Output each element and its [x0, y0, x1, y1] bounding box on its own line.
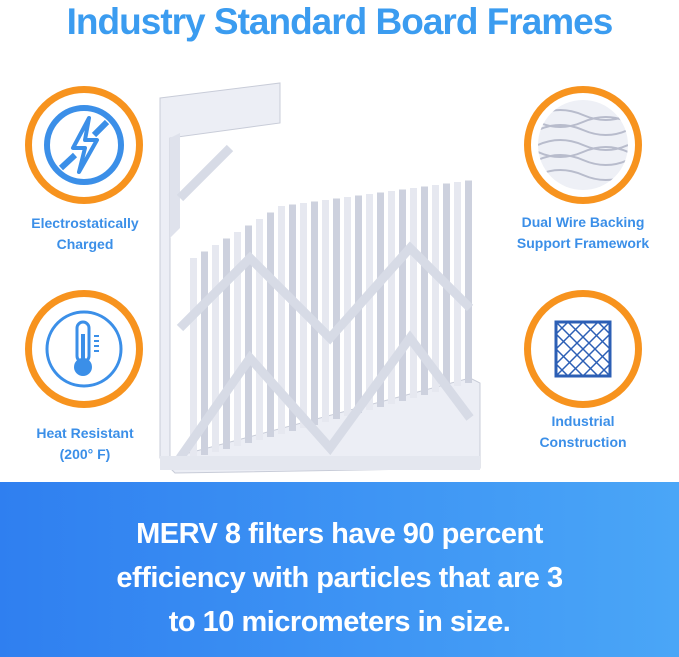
no-lightning-icon [44, 105, 124, 185]
feature-label-heat: Heat Resistant (200° F) [36, 425, 134, 462]
filter-pleat [333, 198, 340, 419]
wire-backing-badge [524, 86, 642, 204]
banner-text: MERV 8 filters have 90 percent efficiency… [116, 518, 563, 638]
filter-pleat [245, 225, 252, 443]
filter-pleat [410, 188, 417, 398]
filter-pleat [267, 212, 274, 437]
filter-pleat [322, 200, 329, 422]
filter-pleat [388, 191, 395, 404]
construction-badge [524, 290, 642, 408]
electrostatic-badge [25, 86, 143, 204]
thermometer-icon [45, 310, 123, 388]
filter-pleat [377, 192, 384, 407]
page-title: Industry Standard Board Frames [66, 1, 614, 42]
filter-pleat [465, 180, 472, 383]
filter-pleat [212, 245, 219, 452]
filter-product-image [159, 82, 481, 474]
filter-pleat [344, 197, 351, 416]
filter-pleat [366, 194, 373, 410]
filter-pleat [311, 201, 318, 425]
filter-pleat [399, 189, 406, 401]
feature-label-wire: Dual Wire Backing Support Framework [516, 214, 650, 251]
feature-label-construction: Industrial Construction [539, 413, 627, 450]
filter-pleat [278, 206, 285, 434]
filter-pleat [201, 251, 208, 455]
filter-pleat [421, 186, 428, 395]
filter-pleat [454, 182, 461, 386]
grid-frame-icon [554, 320, 612, 378]
filter-pleat [289, 204, 296, 431]
wire-mesh-icon [538, 100, 628, 190]
feature-label-electrostatic: Electrostatically Charged [31, 215, 139, 252]
filter-pleat [256, 219, 263, 440]
filter-pleat [190, 258, 197, 458]
filter-pleat [432, 185, 439, 392]
filter-pleat [223, 238, 230, 449]
info-banner: MERV 8 filters have 90 percent efficiency… [0, 482, 679, 657]
heat-badge [25, 290, 143, 408]
filter-pleat [234, 232, 241, 446]
